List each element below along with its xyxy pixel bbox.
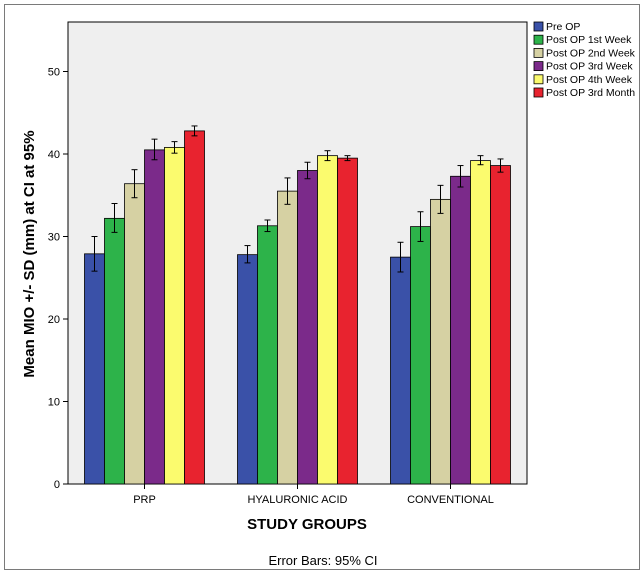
legend-swatch <box>533 74 544 85</box>
bar <box>84 253 105 485</box>
bar <box>430 198 451 485</box>
y-tick-label: 30 <box>48 232 60 244</box>
legend-swatch <box>533 21 544 32</box>
bar <box>124 183 145 485</box>
bar <box>257 225 278 485</box>
legend-label: Pre OP <box>546 21 580 33</box>
legend-swatch <box>533 34 544 45</box>
y-tick-label: 0 <box>54 479 60 491</box>
x-tick-label: CONVENTIONAL <box>407 494 494 506</box>
y-tick-label: 40 <box>48 149 60 161</box>
bar <box>450 175 471 485</box>
x-axis-title: STUDY GROUPS <box>247 516 367 533</box>
legend-swatch <box>533 61 544 71</box>
x-tick-label: HYALURONIC ACID <box>247 494 347 506</box>
y-tick-label: 20 <box>48 314 60 326</box>
bar <box>410 226 431 485</box>
bar <box>337 157 358 485</box>
bar <box>277 190 298 485</box>
y-tick-label: 50 <box>48 67 60 79</box>
error-bars-footnote: Error Bars: 95% CI <box>268 553 377 568</box>
bar <box>164 146 185 485</box>
legend-label: Post OP 3rd Week <box>546 61 633 73</box>
legend-label: Post OP 2nd Week <box>546 47 636 59</box>
figure-frame <box>4 4 640 570</box>
x-tick-label: PRP <box>133 494 156 506</box>
legend-label: Post OP 3rd Month <box>546 87 635 99</box>
bar <box>237 254 258 485</box>
bar <box>490 165 511 485</box>
bars-layer <box>84 125 511 485</box>
legend-label: Post OP 4th Week <box>546 74 633 86</box>
bar <box>104 217 125 485</box>
bar <box>390 256 411 485</box>
bar <box>144 149 165 485</box>
bar <box>297 170 318 485</box>
bar <box>184 130 205 485</box>
y-axis-title: Mean MIO +/- SD (mm) at CI at 95% <box>21 130 38 377</box>
y-tick-label: 10 <box>48 397 60 409</box>
axes: 0 10 20 30 40 50 PRP HYALURONIC ACID CONVENTIONA… <box>48 67 494 507</box>
bar <box>470 160 491 485</box>
legend-swatch <box>533 87 544 98</box>
legend-swatch <box>533 48 544 58</box>
bar <box>317 155 338 485</box>
legend-label: Post OP 1st Week <box>546 34 632 46</box>
